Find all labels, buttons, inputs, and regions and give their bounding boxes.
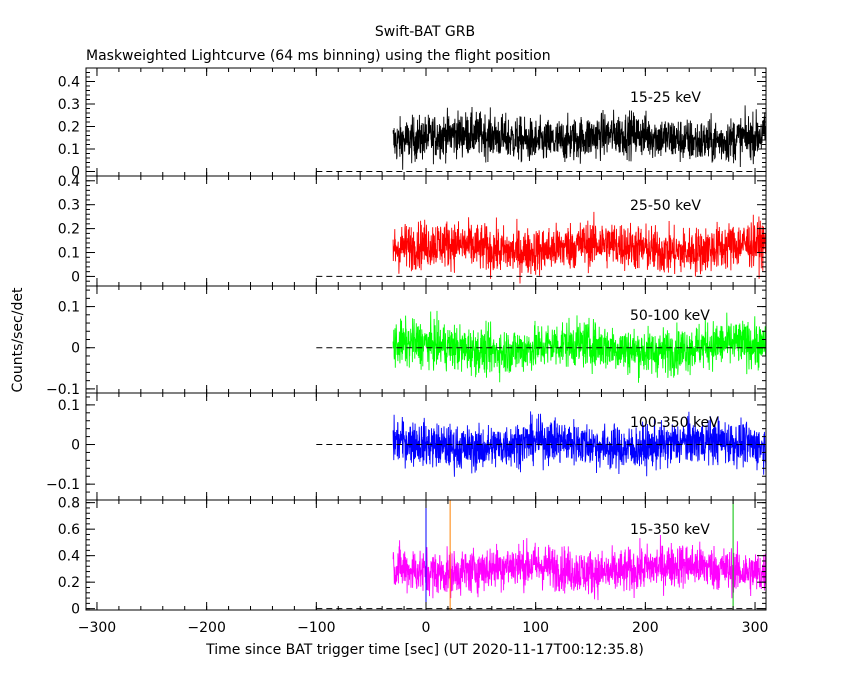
series-line (392, 211, 767, 284)
x-tick-label: 200 (632, 620, 659, 636)
band-label: 50-100 keV (630, 308, 710, 324)
y-tick-label: 0.8 (58, 496, 80, 512)
chart-title: Swift-BAT GRB (375, 24, 475, 40)
y-tick-label: 0.2 (58, 120, 80, 136)
panel-1: 0 0.1 0.2 0.3 0.4 15-25 keV (58, 67, 767, 181)
y-tick-label: 0.1 (58, 142, 80, 158)
panel-3: −0.1 0 0.1 50-100 keV (46, 285, 767, 398)
panels-group: 0 0.1 0.2 0.3 0.4 15-25 keV 0 0.1 0.2 0.3 0.4 25-50… (46, 67, 767, 618)
y-tick-label: 0.1 (58, 398, 80, 414)
panel-2: 0 0.1 0.2 0.3 0.4 25-50 keV (58, 174, 767, 287)
x-tick-label: −100 (297, 620, 335, 636)
band-label: 15-25 keV (630, 90, 701, 106)
x-tick-label: −200 (187, 620, 225, 636)
y-tick-label: 0 (71, 602, 80, 618)
y-tick-label: 0.4 (58, 174, 80, 190)
series-line (392, 105, 767, 170)
y-tick-label: −0.1 (46, 477, 80, 493)
x-axis-label: Time since BAT trigger time [sec] (UT 20… (205, 642, 644, 658)
y-tick-label: 0.1 (58, 300, 80, 316)
y-tick-label: 0.3 (58, 97, 80, 113)
series-line (392, 310, 767, 383)
band-label: 100-350 keV (630, 415, 719, 431)
series-line (392, 534, 767, 601)
y-tick-label: 0.2 (58, 575, 80, 591)
x-tick-label: 0 (422, 620, 431, 636)
chart-subtitle: Maskweighted Lightcurve (64 ms binning) … (86, 48, 551, 64)
band-label: 25-50 keV (630, 198, 701, 214)
y-axis-label: Counts/sec/det (10, 287, 26, 392)
panel-frame (85, 67, 767, 177)
y-tick-label: −0.1 (46, 382, 80, 398)
y-tick-label: 0 (71, 341, 80, 357)
y-tick-label: 0.4 (58, 549, 80, 565)
y-tick-label: 0.3 (58, 198, 80, 214)
panel-4: −0.1 0 0.1 100-350 keV (46, 392, 767, 501)
y-tick-label: 0 (71, 438, 80, 454)
band-label: 15-350 keV (630, 522, 710, 538)
x-tick-label: 100 (522, 620, 549, 636)
y-tick-label: 0 (71, 165, 80, 181)
x-axis: −300 −200 −100 0 100 200 300 (78, 620, 769, 636)
x-tick-label: 300 (742, 620, 769, 636)
y-tick-label: 0.2 (58, 222, 80, 238)
panel-5: 0 0.2 0.4 0.6 0.8 15-350 keV (58, 496, 767, 618)
y-tick-label: 0 (71, 269, 80, 285)
y-tick-label: 0.4 (58, 75, 80, 91)
y-tick-label: 0.1 (58, 246, 80, 262)
x-tick-label: −300 (78, 620, 116, 636)
y-tick-label: 0.6 (58, 522, 80, 538)
